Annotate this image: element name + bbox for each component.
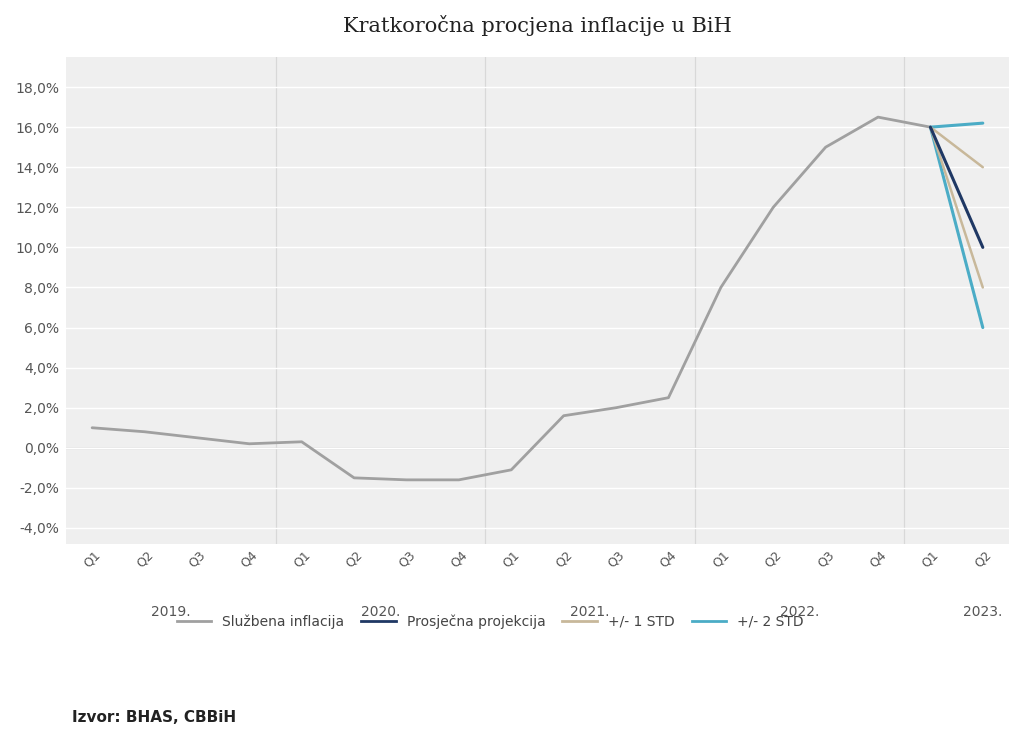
Text: 2020.: 2020. <box>360 605 400 619</box>
Text: 2019.: 2019. <box>151 605 190 619</box>
Title: Kratkoročna procjena inflacije u BiH: Kratkoročna procjena inflacije u BiH <box>343 15 732 36</box>
Legend: Službena inflacija, Prosječna projekcija, +/- 1 STD, +/- 2 STD: Službena inflacija, Prosječna projekcija… <box>171 609 810 634</box>
Text: 2021.: 2021. <box>570 605 609 619</box>
Text: Izvor: BHAS, CBBiH: Izvor: BHAS, CBBiH <box>72 710 236 724</box>
Text: 2022.: 2022. <box>779 605 819 619</box>
Text: 2023.: 2023. <box>964 605 1002 619</box>
